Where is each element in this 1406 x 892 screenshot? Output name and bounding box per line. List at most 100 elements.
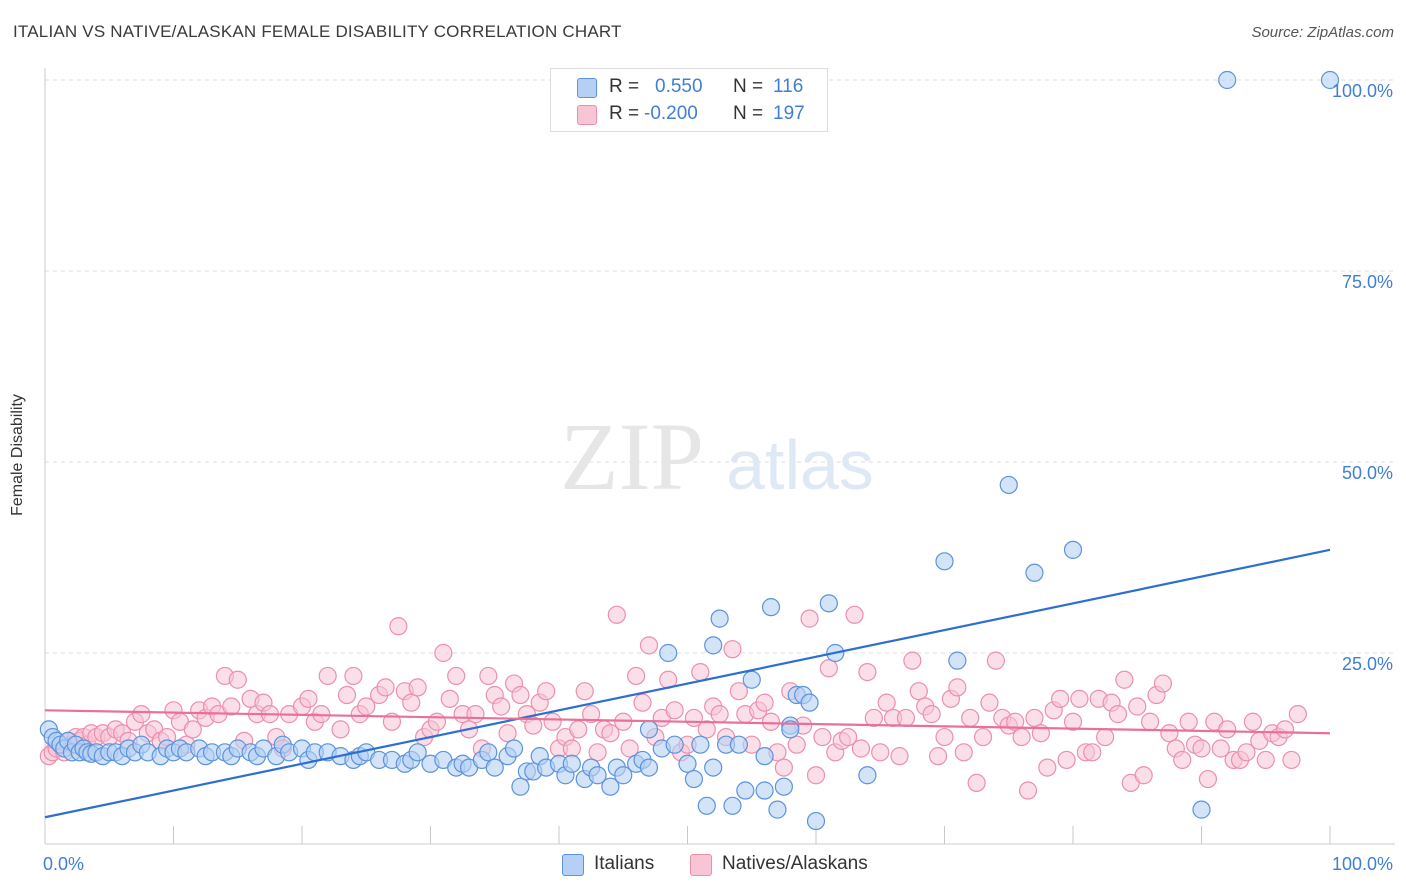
natives-point	[337, 685, 357, 705]
natives-point	[845, 605, 864, 624]
italians-point	[755, 747, 774, 766]
natives-n-label: N =	[733, 103, 764, 124]
natives-point	[1140, 712, 1160, 731]
natives-r-label: R =	[609, 103, 640, 124]
natives-point	[787, 735, 806, 754]
natives-point	[710, 705, 729, 724]
natives-point	[639, 636, 659, 655]
natives-point	[1153, 674, 1173, 693]
natives-point	[973, 727, 993, 747]
italians-point	[1192, 800, 1211, 819]
italians-point	[588, 766, 607, 785]
italians-point	[999, 475, 1018, 495]
italians-point	[678, 754, 697, 773]
natives-point	[562, 739, 581, 758]
italians-point	[774, 777, 793, 796]
natives-point	[1243, 712, 1263, 731]
natives-point	[1173, 750, 1192, 770]
italians-point	[704, 636, 723, 655]
natives-point	[1096, 727, 1115, 747]
natives-point	[402, 693, 421, 712]
natives-point	[626, 666, 646, 686]
natives-point	[434, 643, 453, 663]
natives-point	[729, 682, 749, 701]
italians-point	[742, 670, 761, 689]
natives-point	[620, 739, 639, 758]
natives-point	[1115, 670, 1134, 689]
natives-point	[1025, 708, 1044, 728]
natives-point	[890, 747, 909, 766]
natives-point	[1051, 689, 1070, 708]
bottom-natives-label: Natives/Alaskans	[722, 853, 868, 874]
natives-point	[928, 747, 948, 766]
axes	[44, 68, 1395, 845]
natives-point	[1288, 705, 1307, 724]
italians-point	[697, 796, 716, 815]
italians-point	[614, 766, 633, 785]
x-tick-label: 0.0%	[43, 854, 84, 874]
chart-title: ITALIAN VS NATIVE/ALASKAN FEMALE DISABIL…	[13, 22, 622, 41]
italians-trend-line	[44, 548, 1331, 819]
italians-point	[511, 777, 530, 796]
natives-point	[723, 640, 742, 659]
natives-point	[408, 678, 427, 697]
italians-point	[485, 758, 504, 777]
italians-point	[781, 720, 800, 739]
natives-point	[228, 670, 247, 689]
y-tick-label: 25.0%	[1342, 654, 1393, 674]
natives-point	[858, 662, 877, 682]
natives-point	[1006, 712, 1025, 731]
italians-point	[639, 758, 659, 777]
italians-point	[479, 743, 498, 762]
italians-swatch	[577, 78, 597, 98]
italians-point	[691, 735, 710, 754]
natives-point	[1018, 781, 1038, 800]
italians-point	[408, 743, 427, 762]
natives-point	[755, 693, 774, 712]
natives-point	[389, 617, 408, 636]
italians-point	[768, 800, 787, 819]
natives-point	[376, 678, 395, 697]
natives-point	[774, 758, 793, 777]
trend-lines	[44, 548, 1331, 819]
natives-point	[851, 739, 871, 758]
natives-point	[980, 693, 999, 712]
tick-labels: 25.0% 50.0% 75.0% 100.0% 0.0% 100.0%	[43, 81, 1393, 874]
natives-point	[986, 651, 1006, 670]
italians-point	[504, 739, 524, 758]
natives-r-value: -0.200	[644, 103, 698, 124]
natives-point	[318, 666, 337, 686]
natives-point	[299, 689, 318, 708]
natives-point	[922, 705, 941, 724]
italians-points	[39, 70, 1340, 831]
natives-point	[1070, 689, 1089, 708]
natives-point	[839, 727, 858, 747]
natives-point	[1063, 712, 1083, 731]
natives-point	[427, 712, 447, 731]
italians-point	[761, 598, 781, 617]
natives-point	[1282, 750, 1301, 770]
italians-point	[935, 552, 954, 571]
italians-point	[819, 594, 838, 613]
natives-point	[800, 609, 819, 628]
stats-legend: R = 0.550 N = 116 R = -0.200 N = 197	[550, 68, 828, 132]
natives-swatch	[577, 105, 597, 125]
natives-point	[761, 712, 781, 731]
natives-point	[665, 701, 684, 720]
natives-point	[492, 697, 511, 716]
natives-point	[954, 743, 973, 762]
natives-point	[948, 678, 967, 697]
italians-point	[800, 693, 819, 712]
natives-point	[601, 724, 620, 743]
bottom-italians-label: Italians	[594, 853, 655, 874]
natives-trend-line	[44, 709, 1331, 735]
natives-point	[1237, 743, 1256, 762]
italians-point	[1218, 70, 1237, 90]
natives-point	[524, 716, 543, 735]
italians-point	[723, 796, 742, 815]
italians-point	[601, 777, 620, 796]
italians-point	[1025, 563, 1044, 582]
italians-point	[639, 720, 659, 739]
natives-point	[588, 743, 607, 762]
